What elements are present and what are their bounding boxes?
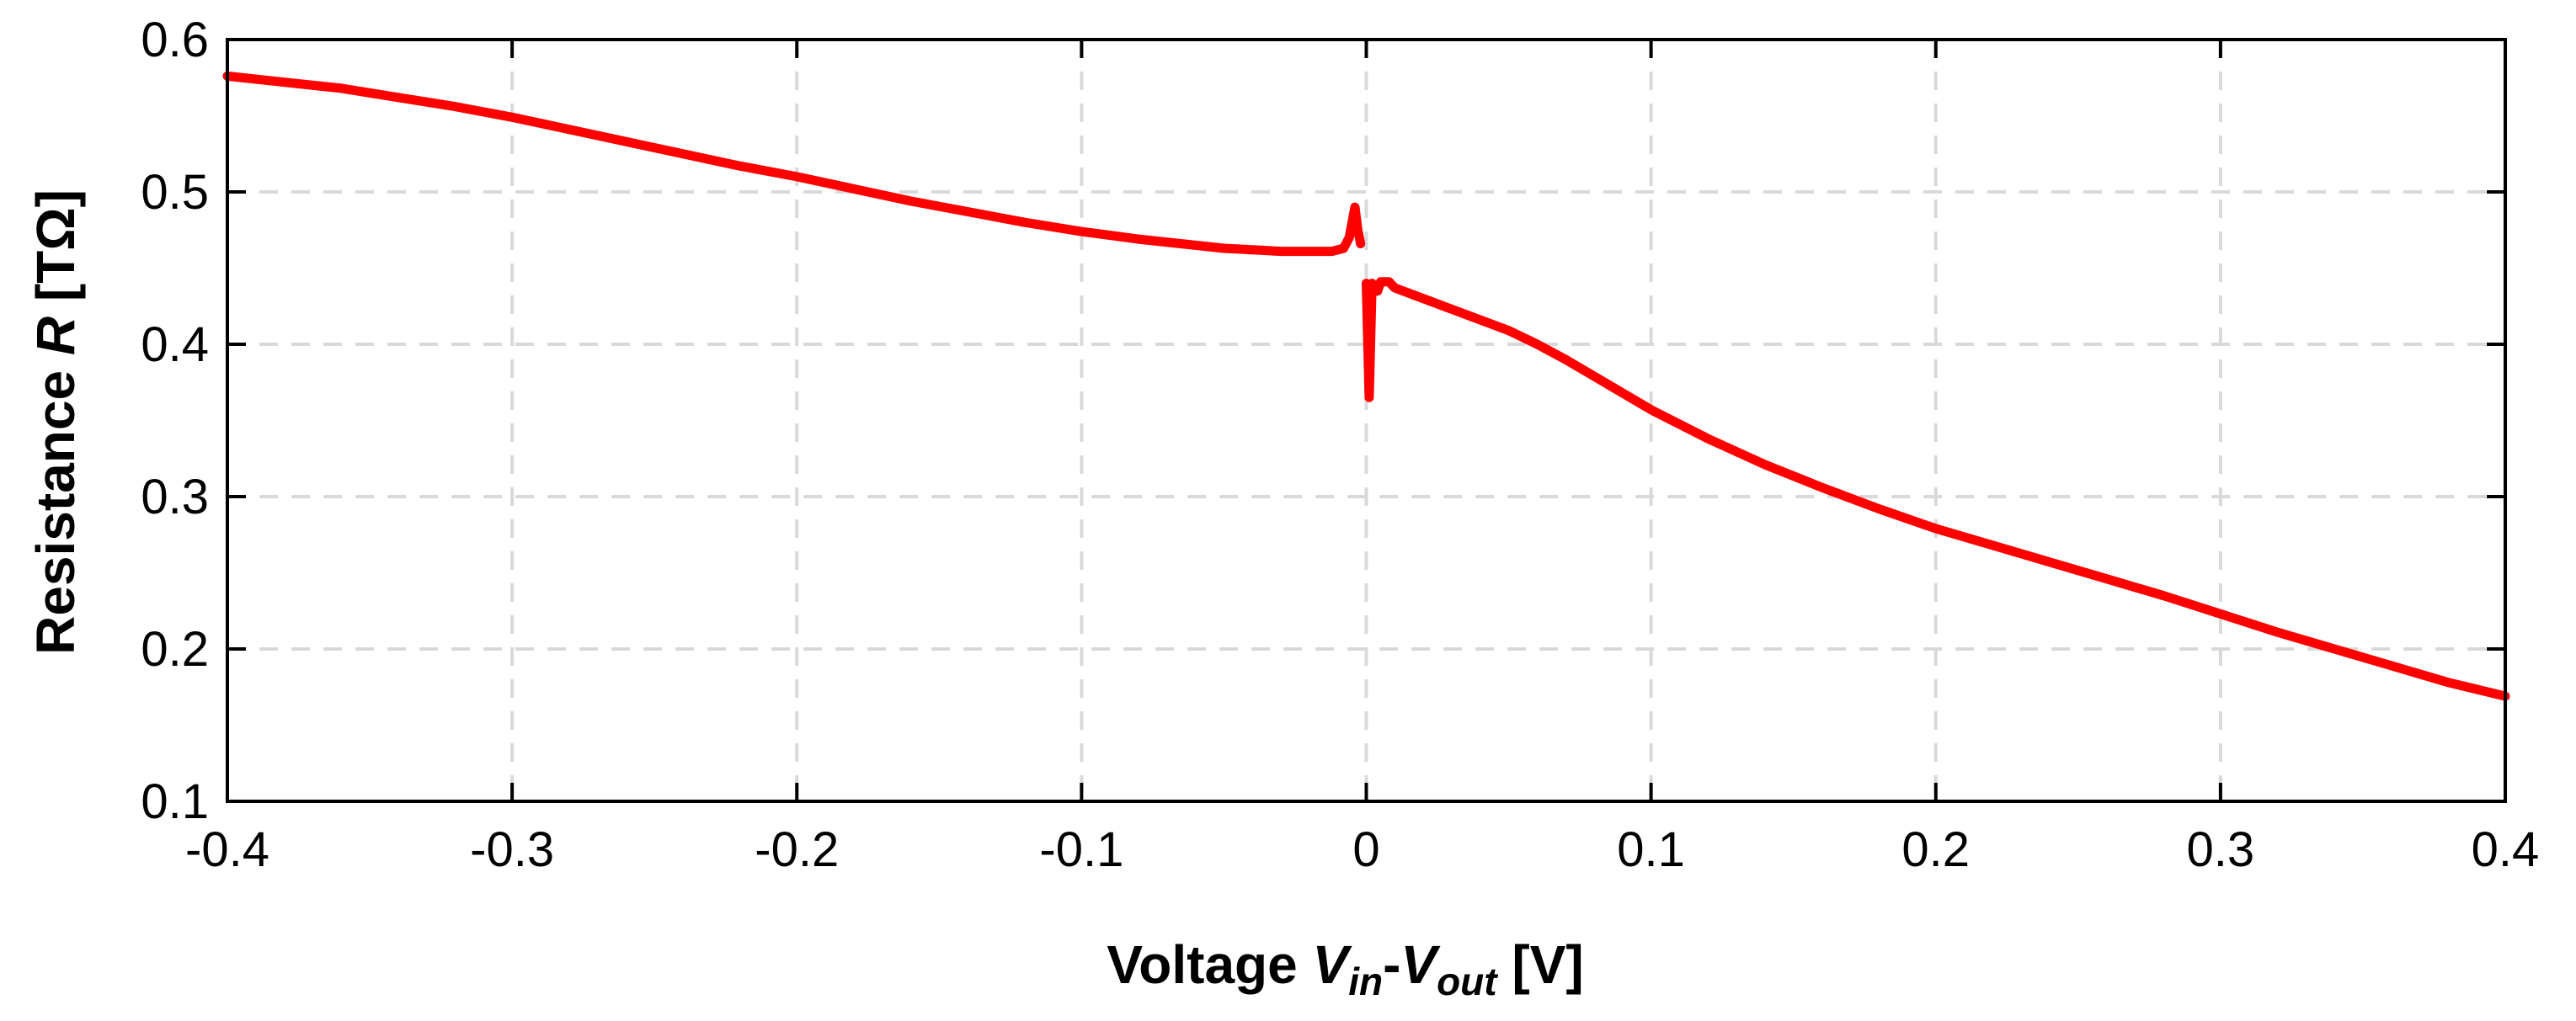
axis-title-part: R (25, 316, 86, 355)
y-tick-label: 0.3 (141, 470, 209, 524)
x-axis-title: Voltage Vin-Vout [V] (1107, 934, 1583, 1003)
x-tick-label: -0.4 (185, 822, 269, 877)
x-tick-label: 0.4 (2472, 822, 2540, 877)
axis-title-part: Resistance (25, 355, 86, 655)
x-tick-label: -0.3 (470, 822, 554, 877)
x-tick-label: -0.2 (755, 822, 839, 877)
axis-title-part: V (1400, 934, 1441, 995)
axis-title-part: [V] (1497, 934, 1584, 995)
axis-title-part: Voltage (1107, 934, 1312, 995)
x-tick-label: 0.2 (1901, 822, 1970, 877)
y-tick-label: 0.1 (141, 774, 209, 829)
x-tick-label: 0.3 (2187, 822, 2255, 877)
axis-title-part: [TΩ] (25, 189, 86, 316)
y-tick-label: 0.4 (141, 317, 209, 372)
x-tick-label: 0.1 (1617, 822, 1685, 877)
series-line-positive (1362, 277, 2510, 701)
axis-title-part: in (1348, 960, 1383, 1003)
x-tick-label: -0.1 (1039, 822, 1123, 877)
y-axis-title: Resistance R [TΩ] (25, 189, 86, 655)
data-series (222, 71, 2510, 701)
y-tick-labels: 0.1 0.2 0.3 0.4 0.5 0.6 (141, 13, 209, 829)
x-tick-label: 0 (1352, 822, 1379, 877)
series-line-negative (222, 71, 1366, 257)
x-tick-labels: -0.4 -0.3 -0.2 -0.1 0 0.1 0.2 0.3 0.4 (185, 822, 2539, 877)
axis-ticks (226, 38, 2507, 803)
y-tick-label: 0.5 (141, 165, 209, 220)
axis-title-part: V (1313, 934, 1353, 995)
y-tick-label: 0.2 (141, 622, 209, 677)
axis-title-part: out (1437, 960, 1498, 1003)
y-tick-label: 0.6 (141, 13, 209, 67)
grid-lines (227, 40, 2505, 801)
axis-title-part: - (1383, 934, 1400, 995)
